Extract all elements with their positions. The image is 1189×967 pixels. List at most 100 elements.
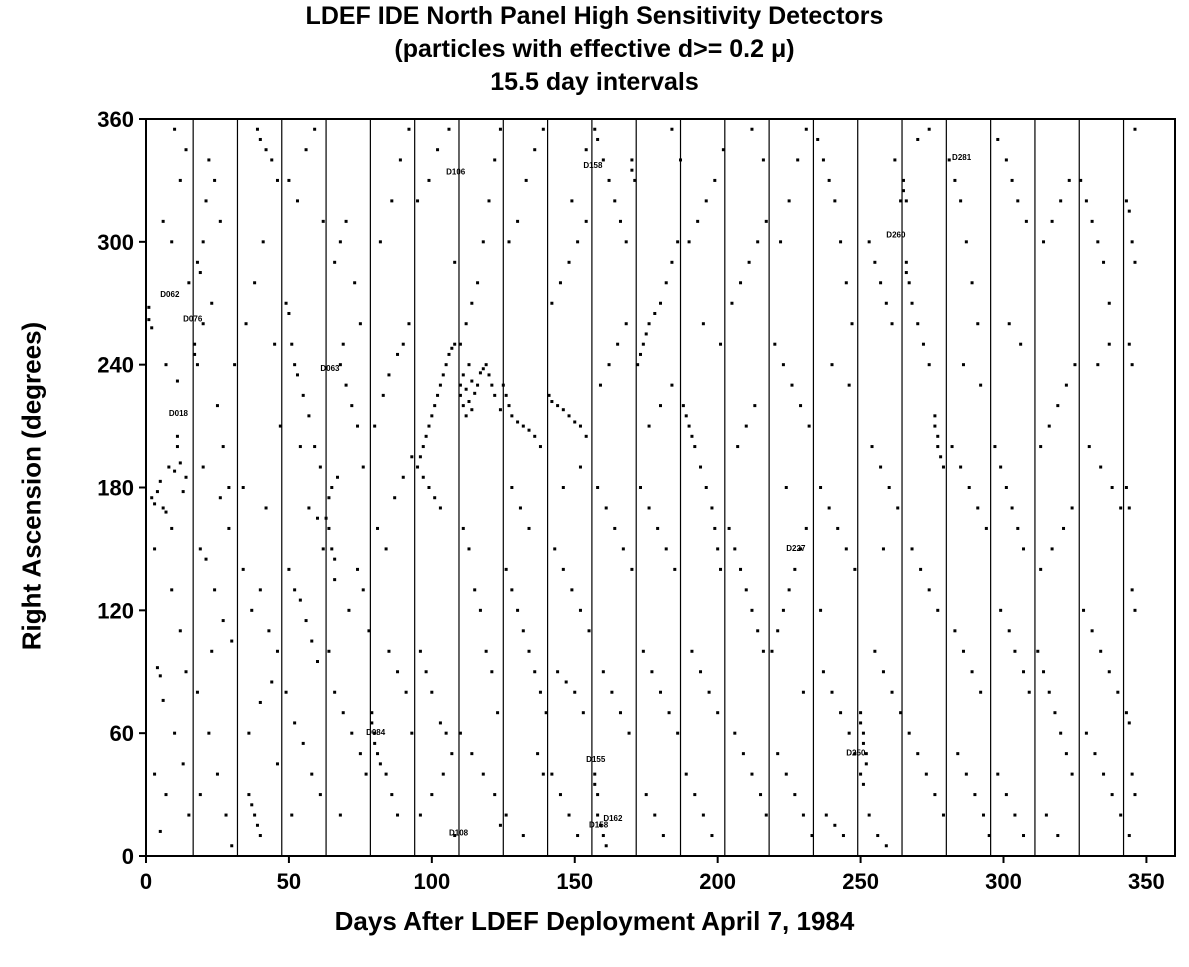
data-point: [976, 322, 980, 326]
y-tick-label: 360: [97, 107, 134, 132]
data-point: [544, 711, 548, 715]
data-point: [650, 670, 654, 674]
data-point: [1064, 383, 1068, 387]
data-point: [498, 823, 502, 827]
data-point: [521, 629, 525, 633]
data-point: [378, 762, 382, 766]
data-point: [538, 445, 542, 449]
data-point: [936, 608, 940, 612]
data-point: [175, 445, 179, 449]
data-point: [558, 281, 562, 285]
data-point: [613, 526, 617, 530]
data-point: [1133, 793, 1137, 797]
data-point: [618, 711, 622, 715]
data-point: [1107, 670, 1111, 674]
data-points: [147, 127, 1137, 848]
detector-label: D062: [160, 290, 180, 299]
data-point: [467, 547, 471, 551]
data-point: [458, 383, 462, 387]
data-point: [170, 526, 174, 530]
data-point: [184, 475, 188, 479]
data-point: [516, 219, 520, 223]
data-point: [984, 526, 988, 530]
data-point: [756, 240, 760, 244]
data-point: [198, 271, 202, 275]
data-point: [178, 461, 182, 465]
data-point: [487, 199, 491, 203]
data-point: [524, 178, 528, 182]
data-point: [664, 547, 668, 551]
data-point: [327, 649, 331, 653]
data-point: [567, 414, 571, 418]
data-point: [1010, 506, 1014, 510]
data-point: [679, 158, 683, 162]
data-point: [201, 465, 205, 469]
data-point: [1064, 752, 1068, 756]
data-point: [458, 342, 462, 346]
plot-frame: [145, 118, 1176, 857]
data-point: [793, 567, 797, 571]
detector-label: D227: [786, 544, 806, 553]
data-point: [293, 721, 297, 725]
data-point: [533, 670, 537, 674]
data-point: [693, 445, 697, 449]
data-point: [573, 420, 577, 424]
data-point: [750, 772, 754, 776]
data-point: [275, 178, 279, 182]
data-point: [881, 670, 885, 674]
data-point: [844, 547, 848, 551]
data-point: [421, 475, 425, 479]
data-point: [578, 465, 582, 469]
data-point: [596, 813, 600, 817]
data-point: [850, 322, 854, 326]
data-point: [207, 731, 211, 735]
data-point: [250, 803, 254, 807]
data-point: [381, 393, 385, 397]
data-point: [570, 199, 574, 203]
y-axis-ticks: 0 60 120 180 240 300 360: [97, 107, 146, 869]
data-point: [330, 547, 334, 551]
data-point: [427, 424, 431, 428]
data-point: [1127, 506, 1131, 510]
data-point: [910, 301, 914, 305]
data-point: [999, 608, 1003, 612]
data-point: [956, 752, 960, 756]
data-point: [255, 823, 259, 827]
y-tick-label: 240: [97, 353, 134, 378]
data-point: [667, 711, 671, 715]
data-point: [341, 342, 345, 346]
data-point: [318, 793, 322, 797]
data-point: [899, 711, 903, 715]
data-point: [498, 127, 502, 131]
data-point: [556, 670, 560, 674]
data-point: [521, 834, 525, 838]
data-point: [484, 649, 488, 653]
data-point: [401, 475, 405, 479]
data-point: [901, 178, 905, 182]
data-point: [287, 567, 291, 571]
data-point: [424, 670, 428, 674]
data-point: [201, 322, 205, 326]
data-point: [401, 342, 405, 346]
data-point: [804, 526, 808, 530]
data-point: [158, 479, 162, 483]
data-point: [516, 420, 520, 424]
data-point: [836, 526, 840, 530]
data-point: [347, 608, 351, 612]
data-point: [1070, 506, 1074, 510]
data-point: [461, 373, 465, 377]
data-point: [541, 772, 545, 776]
data-point: [1130, 772, 1134, 776]
data-point: [173, 469, 177, 473]
data-point: [516, 608, 520, 612]
data-point: [730, 301, 734, 305]
data-point: [584, 148, 588, 152]
detector-label: D158: [589, 820, 609, 829]
data-point: [195, 690, 199, 694]
data-point: [1110, 793, 1114, 797]
data-point: [316, 516, 319, 520]
data-point: [367, 629, 371, 633]
data-point: [1073, 363, 1077, 367]
data-point: [653, 813, 657, 817]
data-point: [584, 434, 588, 438]
